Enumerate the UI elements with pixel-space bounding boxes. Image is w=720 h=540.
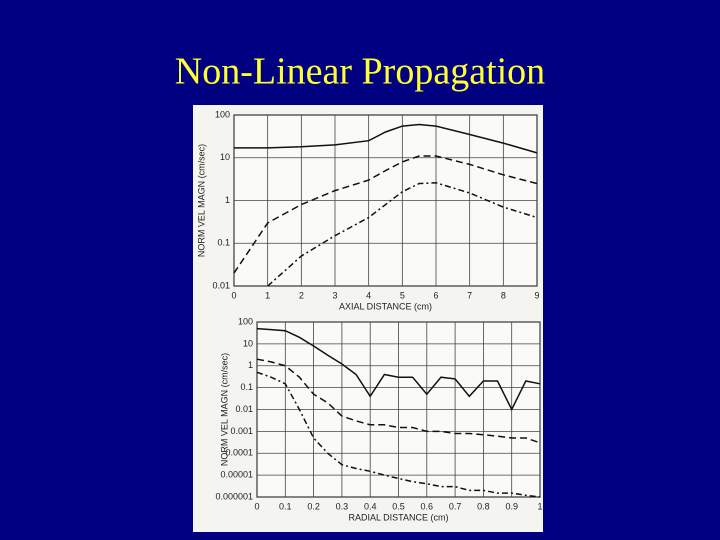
x-tick-label: 8	[501, 290, 506, 300]
y-tick-label: 1	[225, 195, 230, 205]
slide-title: Non-Linear Propagation	[175, 51, 545, 93]
y-tick-label: 10	[220, 152, 230, 162]
x-tick-label: 6	[433, 290, 438, 300]
series-line	[267, 182, 538, 287]
x-tick-label: 0	[231, 290, 236, 300]
y-tick-label: 0.1	[240, 382, 253, 392]
x-tick-label: 9	[534, 290, 539, 300]
x-tick-label: 0.6	[421, 501, 434, 511]
y-axis-label: NORM VEL MAGN (cm/sec)	[219, 353, 229, 466]
x-tick-label: 0.1	[279, 501, 292, 511]
y-tick-label: 0.01	[212, 280, 230, 290]
series-line	[234, 123, 538, 154]
y-tick-label: 0.000001	[215, 491, 253, 501]
x-tick-label: 0.2	[307, 501, 320, 511]
x-tick-label: 5	[400, 290, 405, 300]
y-tick-label: 0.0001	[225, 448, 253, 458]
series-line	[256, 358, 541, 444]
y-tick-label: 0.1	[217, 238, 230, 248]
x-tick-label: 4	[366, 290, 371, 300]
x-tick-label: 0.4	[364, 501, 377, 511]
y-axis-label: NORM VEL MAGN (cm/sec)	[196, 144, 206, 257]
series-line	[233, 155, 538, 274]
y-tick-label: 100	[238, 316, 253, 326]
x-tick-label: 2	[299, 290, 304, 300]
x-tick-label: 3	[332, 290, 337, 300]
x-tick-label: 0	[254, 501, 259, 511]
y-tick-label: 10	[243, 338, 253, 348]
y-tick-label: 0.01	[235, 404, 253, 414]
series-line	[256, 371, 541, 498]
series-line	[256, 327, 541, 412]
x-tick-label: 0.9	[505, 501, 518, 511]
x-tick-label: 1	[537, 501, 542, 511]
x-tick-label: 0.5	[392, 501, 405, 511]
y-tick-label: 0.001	[230, 426, 253, 436]
x-axis-label: RADIAL DISTANCE (cm)	[348, 512, 448, 522]
y-tick-label: 100	[215, 109, 230, 119]
x-tick-label: 0.7	[449, 501, 462, 511]
x-axis-label: AXIAL DISTANCE (cm)	[339, 301, 432, 311]
x-tick-label: 7	[467, 290, 472, 300]
y-tick-label: 1	[248, 360, 253, 370]
x-tick-label: 0.8	[477, 501, 490, 511]
x-tick-label: 1	[265, 290, 270, 300]
y-tick-label: 0.00001	[220, 470, 253, 480]
x-tick-label: 0.3	[336, 501, 349, 511]
